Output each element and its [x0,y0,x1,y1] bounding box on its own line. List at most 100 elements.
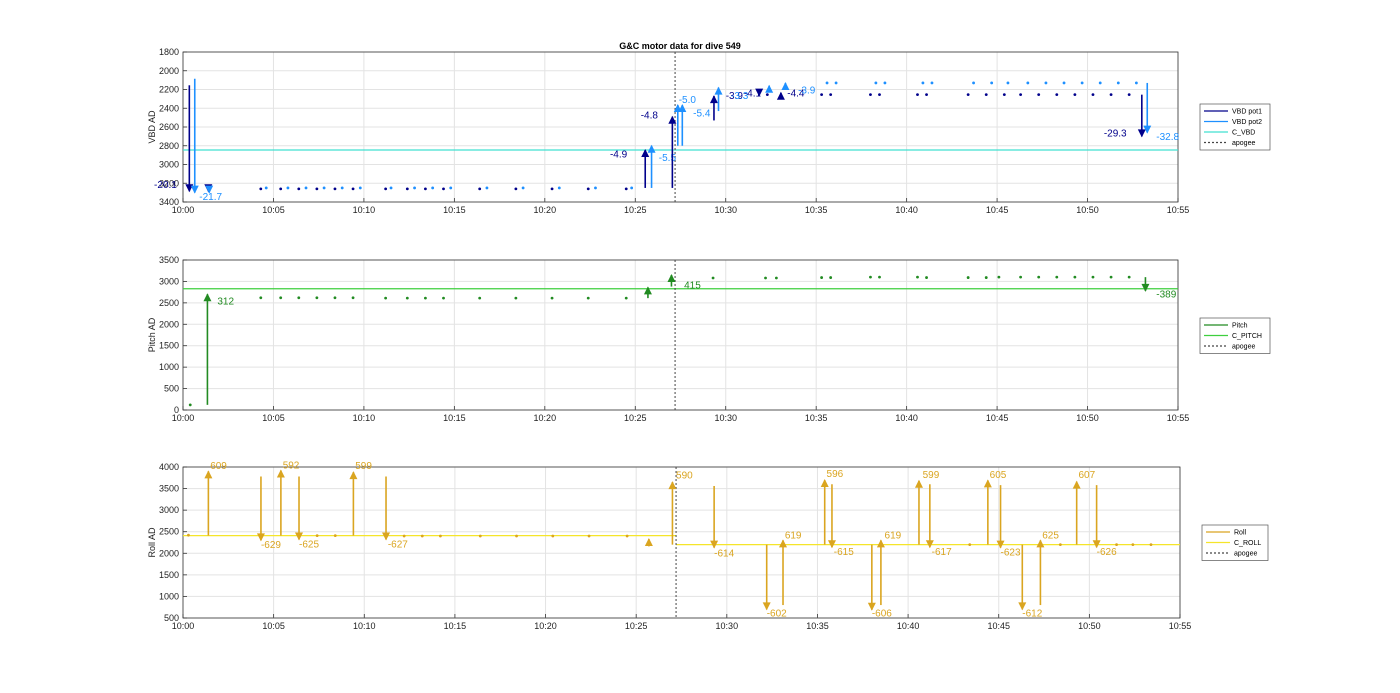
move-arrow-head [983,479,992,488]
legend-label: Roll [1234,530,1247,537]
x-tick-label: 10:40 [895,413,918,423]
move-arrow-head [710,540,719,549]
data-point [1149,543,1153,547]
move-arrow-head [867,602,876,611]
move-label: -3.9 [798,86,816,97]
data-point [478,534,482,538]
y-tick-label: 3000 [159,505,179,515]
data-point [551,534,555,538]
data-point [829,276,833,279]
data-point [1019,275,1023,279]
x-tick-label: 10:50 [1076,413,1099,423]
move-label: -5.0 [679,95,697,106]
move-label: -5.4 [693,109,711,120]
data-point [297,296,301,300]
legend-label: VBD pot2 [1232,119,1262,126]
y-tick-label: 3000 [159,276,179,286]
y-tick-label: 3400 [159,197,179,207]
move-label: -617 [932,547,952,558]
y-tick-label: 2500 [159,527,179,537]
x-tick-label: 10:20 [534,205,557,215]
x-tick-label: 10:00 [172,205,195,215]
move-label: -3.3 [731,91,749,102]
data-point [351,187,355,191]
data-point [188,403,192,407]
move-label: -623 [1001,547,1021,558]
data-point [1073,93,1077,97]
legend-label: VBD pot1 [1232,109,1262,116]
data-point [264,186,268,190]
move-arrow-head [1137,129,1146,138]
y-tick-label: 1500 [159,341,179,351]
legend-label: Pitch [1232,323,1248,330]
data-point [442,187,445,191]
x-tick-label: 10:55 [1167,205,1190,215]
x-tick-label: 10:55 [1167,413,1190,423]
x-tick-label: 10:05 [262,413,285,423]
x-tick-label: 10:20 [534,621,557,631]
data-point [869,93,872,97]
data-point [625,534,629,538]
move-label: -4.9 [610,149,628,160]
move-label: -389 [1156,290,1176,301]
figure-title: G&C motor data for dive 549 [619,41,741,51]
y-tick-label: 3500 [159,484,179,494]
x-tick-label: 10:05 [262,621,285,631]
data-point [921,81,925,85]
move-label: -4.1 [744,89,762,100]
move-arrow-head [205,185,214,194]
data-point [286,186,290,190]
move-label: -4.4 [787,89,805,100]
data-point [402,534,406,538]
data-point [624,187,628,191]
data-point [431,186,435,190]
move-arrow-head [203,293,212,302]
move-arrow-head [776,91,785,100]
x-tick-label: 10:25 [625,621,648,631]
x-tick-label: 10:35 [806,621,829,631]
x-tick-label: 10:30 [714,205,737,215]
x-tick-label: 10:10 [353,205,376,215]
data-point [820,276,824,279]
y-tick-label: 2800 [159,141,179,151]
data-point [485,186,489,190]
data-point [557,186,561,190]
panel-2: 10:00 10:05 10:10 10:15 10:20 10:25 10:30 10:35… [147,255,1271,423]
data-point [405,296,409,300]
move-label: 312 [217,297,234,308]
data-point [594,186,597,190]
y-axis-label: Roll AD [147,527,157,558]
data-point [972,81,975,85]
y-tick-label: 2400 [159,103,179,113]
move-label: 619 [785,531,802,542]
data-point [878,275,881,279]
move-arrow-head [667,274,676,282]
data-point [916,93,919,97]
data-point [869,275,872,279]
data-point [984,276,988,279]
y-axis-label: Pitch AD [147,317,157,352]
data-point [259,296,263,300]
x-tick-label: 10:15 [443,413,466,423]
data-point [586,296,590,300]
data-point [829,93,833,97]
data-point [925,93,928,97]
data-point [774,276,778,280]
move-arrow-head [1141,283,1150,292]
data-point [630,186,634,190]
data-point [968,543,972,547]
y-axis-label: VBD AD [147,110,157,144]
move-label: 625 [1042,531,1059,542]
y-tick-label: 2600 [159,122,179,132]
move-arrow-head [256,533,265,542]
x-tick-label: 10:00 [172,413,195,423]
data-point [340,186,344,190]
move-arrow-head [678,103,687,112]
data-point [587,534,591,538]
plot-frame [182,51,1179,203]
y-tick-label: 2000 [159,548,179,558]
y-tick-label: 2000 [159,319,179,329]
